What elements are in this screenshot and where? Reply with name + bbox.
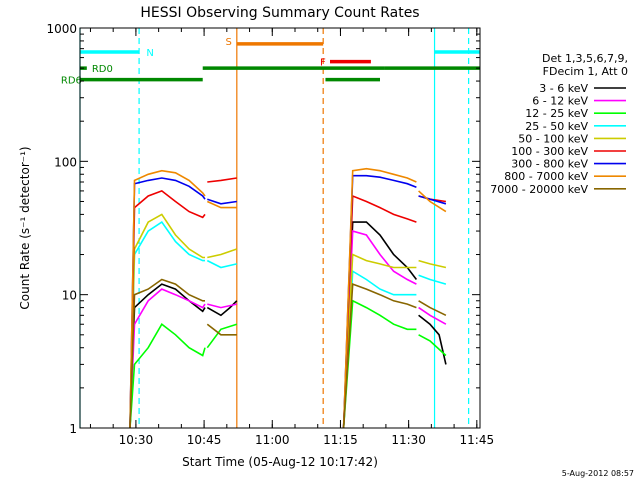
legend-label-50-100-kev: 50 - 100 keV xyxy=(518,132,588,145)
legend-label-7000-20000-kev: 7000 - 20000 keV xyxy=(490,183,588,196)
series-line-12-25-kev xyxy=(418,334,447,357)
series-line-300-800-kev xyxy=(129,177,206,429)
series-line-7000-20000-kev xyxy=(342,282,417,429)
series-line-12-25-kev xyxy=(206,323,238,349)
series-line-3-6-kev xyxy=(129,283,206,429)
y-tick-label: 100 xyxy=(54,155,77,169)
x-tick-label: 11:00 xyxy=(255,433,290,447)
legend-label-100-300-kev: 100 - 300 keV xyxy=(511,145,588,158)
series-line-300-800-kev xyxy=(418,195,447,205)
series-line-6-12-kev xyxy=(129,288,206,429)
legend-label-3-6-kev: 3 - 6 keV xyxy=(539,82,588,95)
plot-frame xyxy=(79,27,481,429)
series-line-25-50-kev xyxy=(342,269,417,429)
series-line-800-7000-kev xyxy=(206,200,237,209)
flag-label-rd6: RD6 xyxy=(61,76,82,87)
series-line-25-50-kev xyxy=(206,259,237,269)
flag-label-rd0: RD0 xyxy=(92,64,113,75)
y-axis-label: Count Rate (s⁻¹ detector⁻¹) xyxy=(18,146,32,309)
x-tick-label: 11:15 xyxy=(323,433,358,447)
series-line-7000-20000-kev xyxy=(418,300,447,317)
y-tick-label: 10 xyxy=(62,289,77,303)
series-12-25-kev xyxy=(129,299,447,429)
series-line-3-6-kev xyxy=(418,314,447,365)
x-axis-label: Start Time (05-Aug-12 10:17:42) xyxy=(182,455,378,469)
x-tick-label: 11:45 xyxy=(460,433,495,447)
series-line-800-7000-kev xyxy=(129,169,206,429)
legend-label-300-800-kev: 300 - 800 keV xyxy=(511,158,588,171)
status-flags: N S F RD0 RD6 xyxy=(61,37,480,87)
axes: 10:30 10:45 11:00 11:15 11:30 11:45 1 10 100 1000 xyxy=(46,22,494,447)
legend-label-25-50-kev: 25 - 50 keV xyxy=(525,120,588,133)
legend-label-800-7000-kev: 800 - 7000 keV xyxy=(504,170,588,183)
flag-label-s: S xyxy=(225,37,231,48)
series-line-12-25-kev xyxy=(129,323,206,429)
x-tick-label: 10:30 xyxy=(119,433,154,447)
series-line-6-12-kev xyxy=(418,306,447,325)
legend-header-1: Det 1,3,5,6,7,9, xyxy=(542,52,628,65)
series-line-300-800-kev xyxy=(207,198,237,205)
series-50-100-kev xyxy=(129,213,447,429)
series-line-6-12-kev xyxy=(207,303,237,309)
series-line-800-7000-kev xyxy=(342,167,417,429)
legend: Det 1,3,5,6,7,9, FDecim 1, Att 0 3 - 6 k… xyxy=(490,52,628,196)
series-line-100-300-kev xyxy=(129,189,206,429)
series-line-50-100-kev xyxy=(207,248,238,259)
flag-label-n: N xyxy=(146,48,153,59)
series-6-12-kev xyxy=(129,230,447,429)
flag-label-f: F xyxy=(320,58,326,69)
series-7000-20000-kev xyxy=(129,278,447,429)
y-tick-label: 1000 xyxy=(46,22,77,36)
series-line-800-7000-kev xyxy=(418,190,447,213)
series-line-50-100-kev xyxy=(129,213,205,429)
series-line-12-25-kev xyxy=(342,299,417,429)
legend-label-12-25-kev: 12 - 25 keV xyxy=(525,107,588,120)
series-800-7000-kev xyxy=(129,167,447,429)
series-line-25-50-kev xyxy=(129,221,205,429)
y-tick-label: 1 xyxy=(69,422,77,436)
series-line-7000-20000-kev xyxy=(206,323,237,336)
series-line-25-50-kev xyxy=(418,274,447,285)
legend-header-2: FDecim 1, Att 0 xyxy=(543,65,628,78)
legend-label-6-12-kev: 6 - 12 keV xyxy=(532,95,588,108)
x-tick-label: 11:30 xyxy=(391,433,426,447)
series-line-7000-20000-kev xyxy=(129,278,205,429)
series-25-50-kev xyxy=(129,221,447,429)
x-tick-label: 10:45 xyxy=(187,433,222,447)
series-line-6-12-kev xyxy=(342,230,417,429)
data-series xyxy=(129,167,447,429)
series-line-50-100-kev xyxy=(342,253,417,429)
timestamp: 5-Aug-2012 08:57 xyxy=(562,469,634,478)
chart-title: HESSI Observing Summary Count Rates xyxy=(140,5,419,21)
series-line-100-300-kev xyxy=(207,177,237,183)
series-line-50-100-kev xyxy=(418,259,447,269)
plot-area: N S F RD0 RD6 10:30 10:45 11:00 11:15 11:30 11:45… xyxy=(46,22,494,447)
